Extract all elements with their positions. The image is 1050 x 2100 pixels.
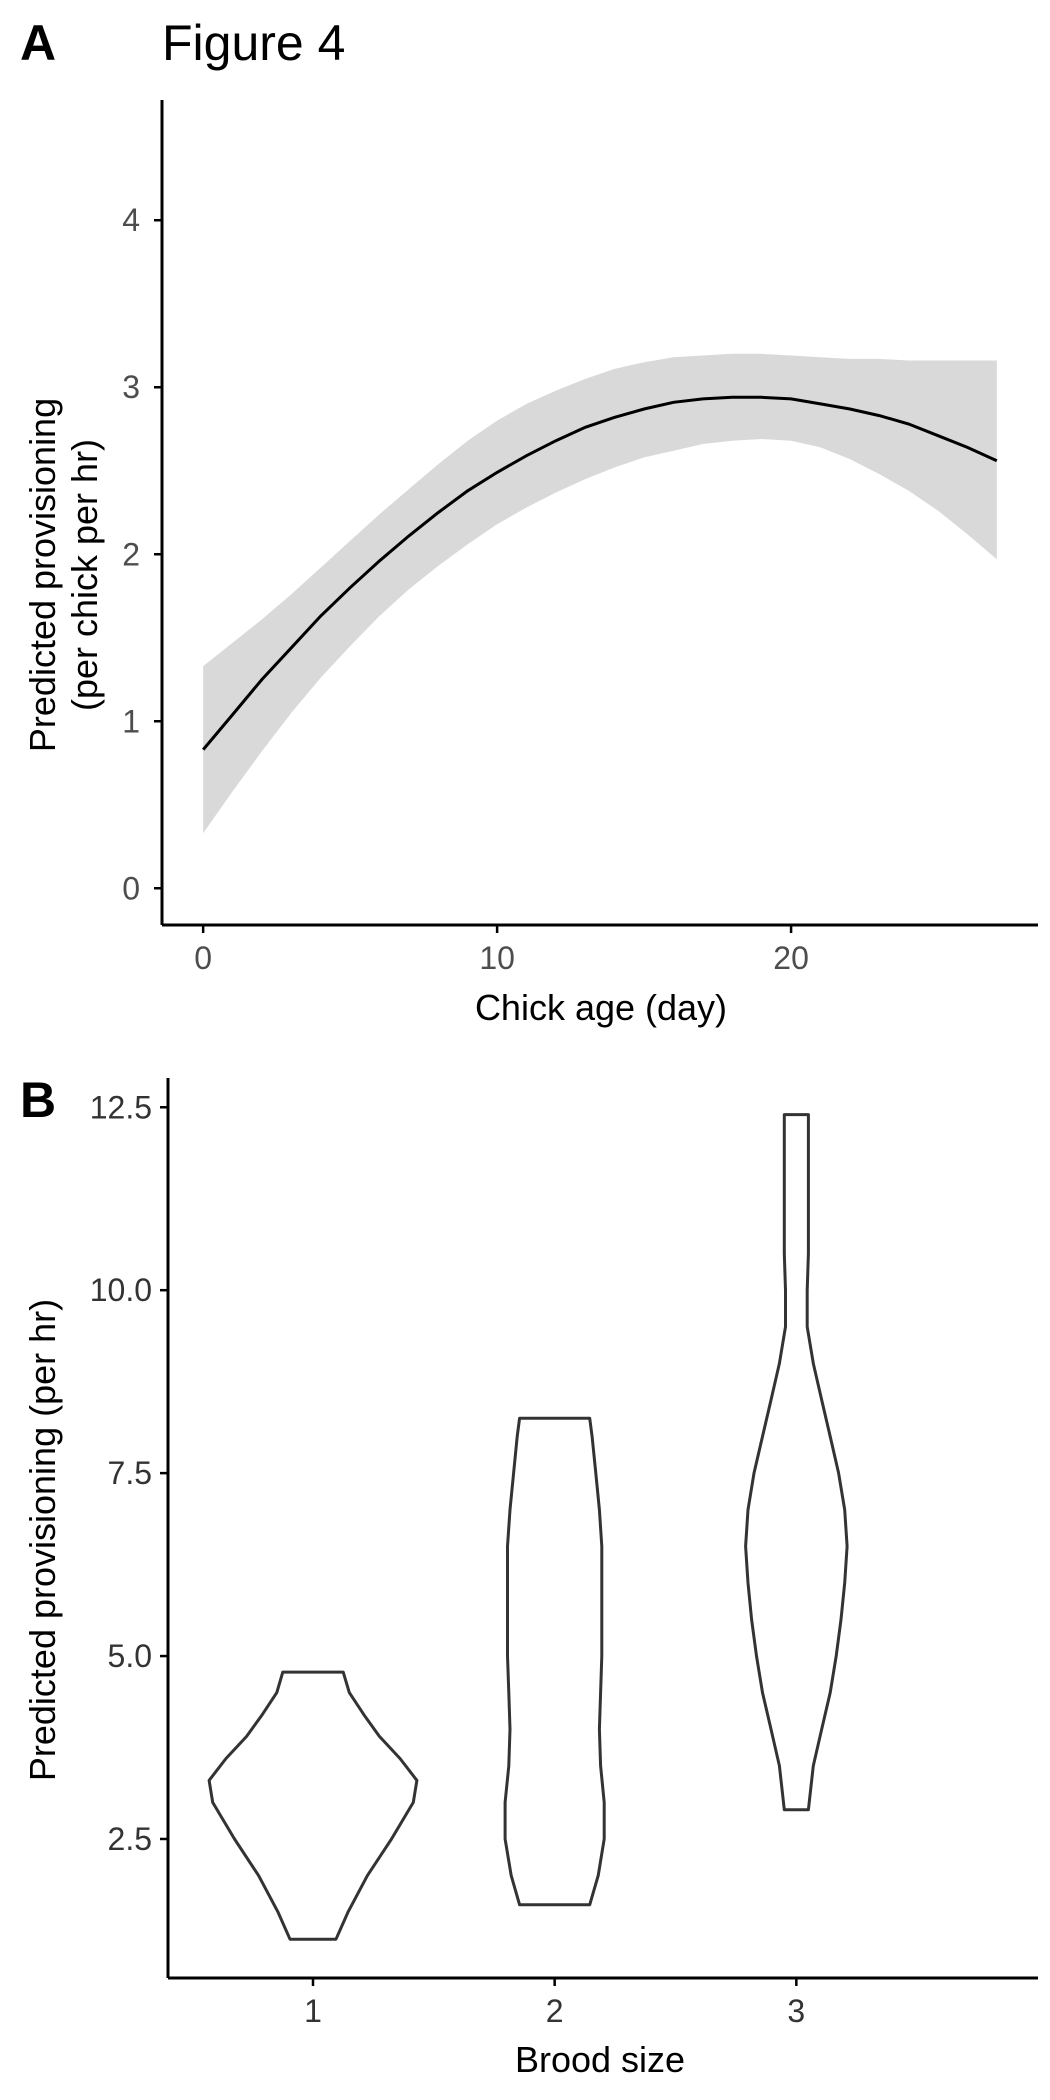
figure-title: Figure 4 [162,15,345,71]
panel-b-axes: 1 2 3 2.5 5.0 7.5 10.0 12.5 [90,1078,1038,2029]
panel-a-x-tick-label: 10 [479,940,515,976]
panel-b-violin-chart: 1 2 3 2.5 5.0 7.5 10.0 12.5 Brood size Predicte… [22,1078,1038,2080]
panel-b-y-tick-label: 10.0 [90,1272,152,1308]
panel-b-x-tick-label: 1 [304,1993,322,2029]
panel-a-axes: 0 10 20 0 1 2 3 4 [122,100,1038,976]
panel-a-y-axis-title-line-1: Predicted provisioning [22,398,63,752]
violin-brood-size-1 [207,1670,419,1941]
panel-a-y-tick-label: 2 [122,536,140,572]
panel-a-x-tick-label: 20 [773,940,809,976]
panel-b-plot-area [207,1113,849,1941]
panel-b-y-axis-title: Predicted provisioning (per hr) [22,1299,63,1781]
panel-b-label: B [20,1072,56,1128]
panel-a-x-axis-title: Chick age (day) [475,987,727,1028]
panel-a-x-tick-label: 0 [194,940,212,976]
panel-b-y-tick-label: 7.5 [108,1455,152,1491]
panel-a-label: A [20,15,56,71]
panel-a-y-tick-label: 1 [122,703,140,739]
panel-a-line-chart: 0 10 20 0 1 2 3 4 Chick age (day) Predicted pro… [22,100,1038,1028]
panel-b-y-tick-label: 2.5 [108,1821,152,1857]
panel-a-y-tick-label: 4 [122,202,140,238]
violin-brood-size-3 [744,1113,849,1812]
panel-a-y-tick-label: 0 [122,870,140,906]
prediction-line [202,395,998,751]
panel-b-y-tick-label: 5.0 [108,1638,152,1674]
confidence-ribbon [203,353,997,834]
panel-b-x-tick-label: 2 [546,1993,564,2029]
panel-b-y-tick-label: 12.5 [90,1089,152,1125]
panel-a-y-axis-title-line-2: (per chick per hr) [64,439,105,711]
panel-b-x-tick-label: 3 [787,1993,805,2029]
panel-a-plot-area [202,353,998,834]
violin-brood-size-2 [503,1416,606,1907]
panel-b-x-axis-title: Brood size [515,2039,685,2080]
panel-a-y-tick-label: 3 [122,369,140,405]
